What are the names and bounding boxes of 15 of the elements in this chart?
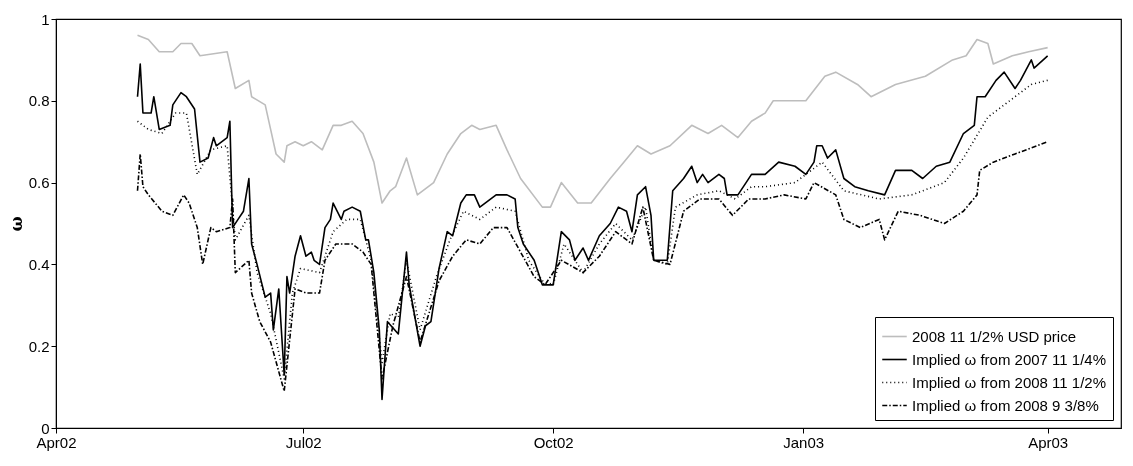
legend-label: 2008 11 1/2% USD price bbox=[912, 327, 1076, 345]
y-tick-label: 0.8 bbox=[28, 92, 50, 110]
y-tick-label: 0.2 bbox=[28, 337, 50, 355]
x-tick-label: Jan03 bbox=[783, 433, 825, 451]
y-tick-label: 0.4 bbox=[28, 255, 50, 273]
y-axis-title: ω bbox=[6, 216, 26, 232]
legend-label: Implied ω from 2008 11 1/2% bbox=[912, 373, 1107, 391]
x-tick-label: Oct02 bbox=[533, 433, 574, 451]
y-tick-label: 1 bbox=[41, 10, 50, 28]
x-tick-label: Apr03 bbox=[1028, 433, 1069, 451]
line-series bbox=[136, 34, 1049, 208]
legend-label: Implied ω from 2008 9 3/8% bbox=[912, 396, 1099, 414]
y-tick-label: 0.6 bbox=[28, 174, 50, 192]
legend-label: Implied ω from 2007 11 1/4% bbox=[912, 350, 1107, 368]
x-tick-label: Jul02 bbox=[285, 433, 322, 451]
